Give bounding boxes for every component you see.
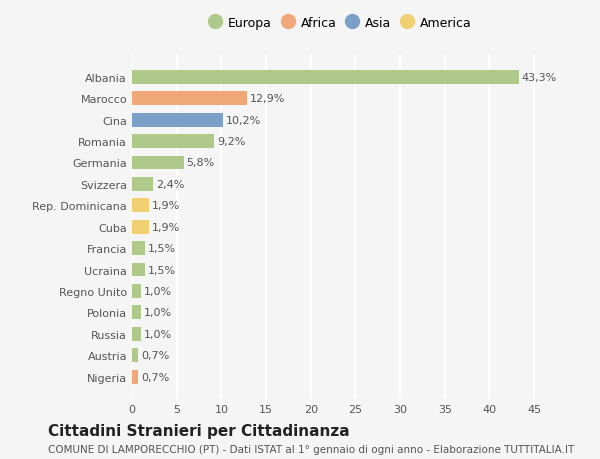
Text: 43,3%: 43,3% — [521, 73, 557, 83]
Legend: Europa, Africa, Asia, America: Europa, Africa, Asia, America — [212, 17, 472, 29]
Text: 5,8%: 5,8% — [187, 158, 215, 168]
Text: COMUNE DI LAMPORECCHIO (PT) - Dati ISTAT al 1° gennaio di ogni anno - Elaborazio: COMUNE DI LAMPORECCHIO (PT) - Dati ISTAT… — [48, 444, 574, 454]
Text: 1,9%: 1,9% — [152, 201, 180, 211]
Bar — [132, 263, 145, 277]
Text: 9,2%: 9,2% — [217, 137, 245, 147]
Text: 1,0%: 1,0% — [143, 329, 172, 339]
Text: 1,0%: 1,0% — [143, 286, 172, 296]
Bar — [132, 71, 519, 84]
Bar — [132, 92, 247, 106]
Text: Cittadini Stranieri per Cittadinanza: Cittadini Stranieri per Cittadinanza — [48, 423, 350, 438]
Bar — [132, 113, 223, 127]
Bar — [132, 156, 184, 170]
Text: 0,7%: 0,7% — [141, 350, 169, 360]
Bar — [132, 327, 141, 341]
Text: 10,2%: 10,2% — [226, 115, 261, 125]
Bar — [132, 348, 138, 362]
Text: 1,5%: 1,5% — [148, 265, 176, 275]
Text: 2,4%: 2,4% — [156, 179, 185, 190]
Bar — [132, 178, 154, 191]
Bar — [132, 220, 149, 234]
Bar — [132, 284, 141, 298]
Bar — [132, 199, 149, 213]
Bar — [132, 135, 214, 149]
Text: 1,5%: 1,5% — [148, 244, 176, 253]
Bar — [132, 306, 141, 319]
Text: 1,9%: 1,9% — [152, 222, 180, 232]
Text: 0,7%: 0,7% — [141, 372, 169, 382]
Bar — [132, 241, 145, 256]
Text: 12,9%: 12,9% — [250, 94, 286, 104]
Bar — [132, 370, 138, 384]
Text: 1,0%: 1,0% — [143, 308, 172, 318]
